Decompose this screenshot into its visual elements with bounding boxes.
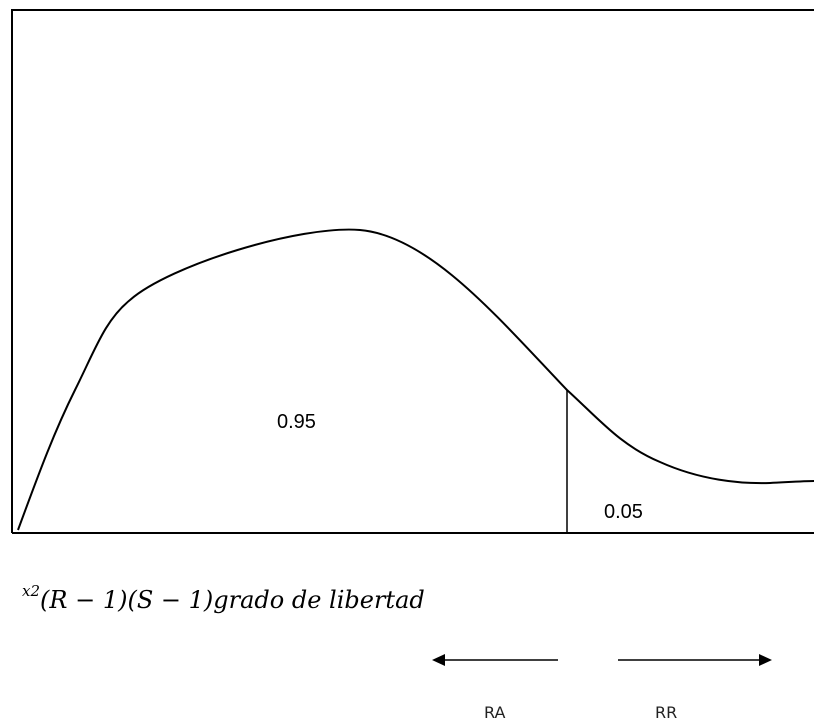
frame: [11, 9, 814, 534]
formula: x2(R − 1)(S − 1)grado de libertad: [22, 582, 425, 614]
acceptance-area-label: 0.95: [277, 411, 316, 433]
formula-exponent: 2: [29, 582, 40, 600]
left-arrow-head: [432, 654, 445, 666]
left-region-label: RA: [484, 703, 505, 722]
distribution-curve: [17, 228, 814, 531]
right-region-label: RR: [655, 703, 677, 722]
right-arrow-head: [759, 654, 772, 666]
formula-text: (R − 1)(S − 1)grado de libertad: [40, 586, 425, 614]
rejection-area-label: 0.05: [604, 501, 643, 523]
formula-symbol: x: [22, 582, 31, 600]
